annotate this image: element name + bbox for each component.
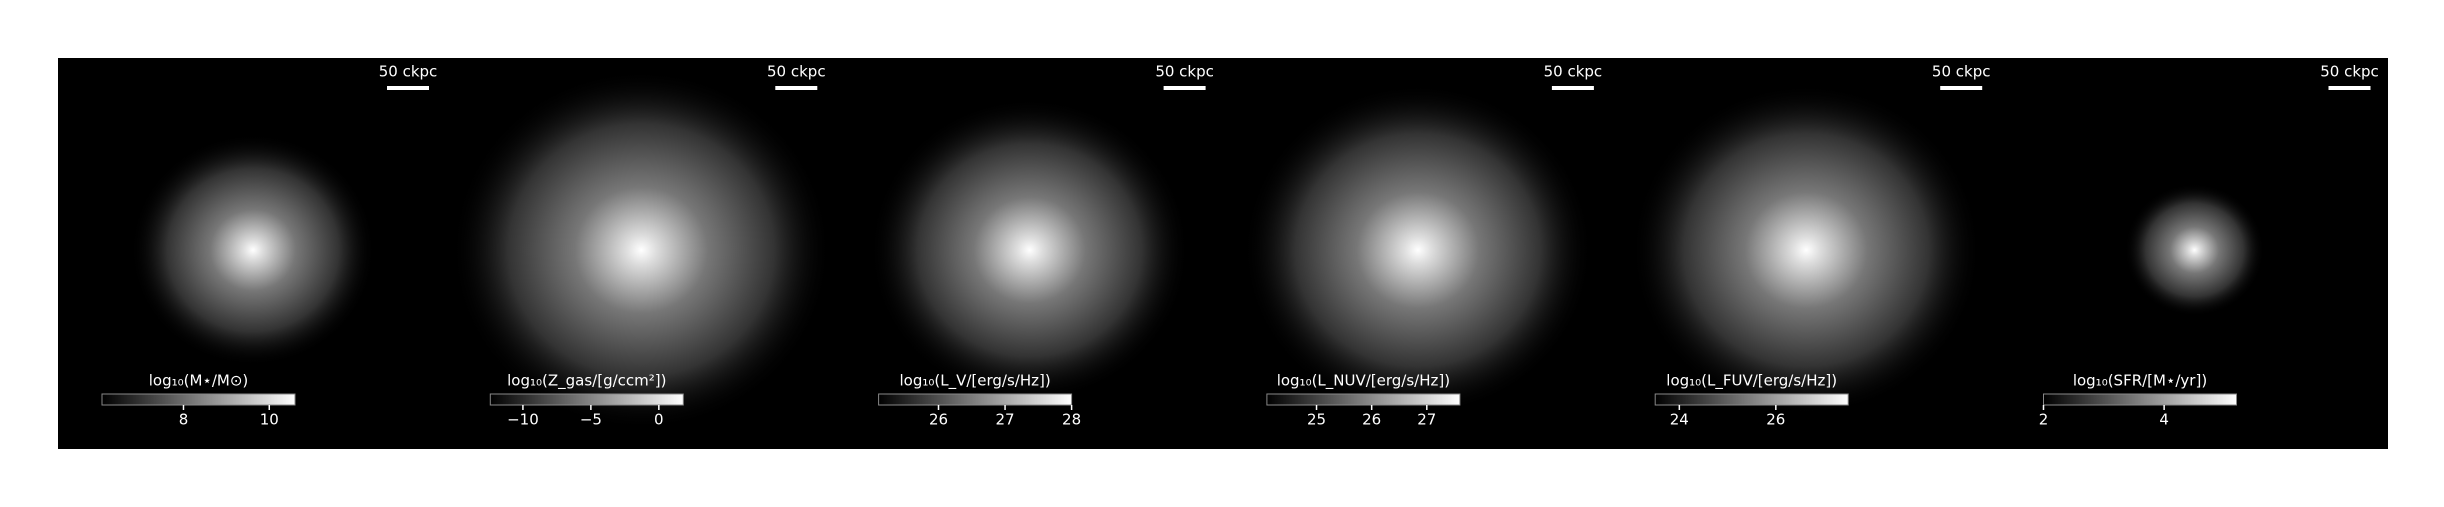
colorbar-tick-label: 27 xyxy=(996,411,1015,429)
scale-bar-label: 50 ckpc xyxy=(1155,63,1214,81)
colorbar-tick-label: −5 xyxy=(580,411,602,429)
colorbar-tick-label: 8 xyxy=(179,411,189,429)
colorbar-tick-label: 10 xyxy=(260,411,279,429)
colorbar-label: log₁₀(SFR/[M⋆/yr]) xyxy=(2073,372,2207,390)
scale-bar-label: 50 ckpc xyxy=(1932,63,1991,81)
galaxy-image xyxy=(451,69,832,431)
colorbar-tick-label: 0 xyxy=(654,411,664,429)
colorbar-tick-label: 4 xyxy=(2159,411,2169,429)
colorbar-tick-label: 2 xyxy=(2039,411,2049,429)
colorbar xyxy=(101,393,296,406)
colorbar-label: log₁₀(L_NUV/[erg/s/Hz]) xyxy=(1277,372,1450,391)
colorbar-tick-label: 24 xyxy=(1670,411,1689,429)
scale-bar-label: 50 ckpc xyxy=(767,63,826,81)
colorbar-label: log₁₀(Z_gas/[g/ccm²]) xyxy=(507,372,666,391)
colorbar xyxy=(489,393,684,406)
colorbar-tick-label: 26 xyxy=(1766,411,1785,429)
colorbar-tick-label: −10 xyxy=(507,411,539,429)
colorbar-tick-label: 25 xyxy=(1307,411,1326,429)
galaxy-image xyxy=(2124,183,2265,317)
galaxy-image xyxy=(869,98,1190,402)
galaxy-image xyxy=(1631,83,1982,417)
colorbar-label: log₁₀(L_V/[erg/s/Hz]) xyxy=(899,372,1050,391)
colorbar-label: log₁₀(L_FUV/[erg/s/Hz]) xyxy=(1666,372,1837,391)
scale-bar-label: 50 ckpc xyxy=(1544,63,1603,81)
colorbar-tick-label: 26 xyxy=(929,411,948,429)
colorbar xyxy=(1266,393,1461,406)
galaxy-image xyxy=(1242,83,1593,417)
colorbar-label: log₁₀(M⋆/M⊙) xyxy=(149,372,249,390)
galaxy-image xyxy=(130,133,376,367)
scale-bar-label: 50 ckpc xyxy=(379,63,438,81)
scale-bar-label: 50 ckpc xyxy=(2320,63,2379,81)
colorbar-tick-label: 28 xyxy=(1062,411,1081,429)
colorbar xyxy=(878,393,1073,406)
colorbar xyxy=(1654,393,1849,406)
colorbar xyxy=(2043,393,2237,406)
colorbar-tick-label: 26 xyxy=(1362,411,1381,429)
colorbar-tick-label: 27 xyxy=(1417,411,1436,429)
figure-background xyxy=(58,58,2388,449)
